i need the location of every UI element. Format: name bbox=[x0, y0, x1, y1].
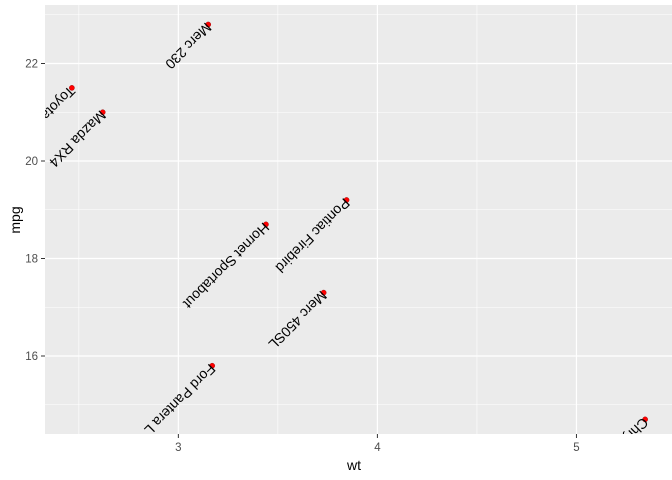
x-tick-label: 4 bbox=[374, 442, 381, 454]
panel-background bbox=[45, 5, 672, 434]
x-tick-label: 5 bbox=[573, 442, 579, 454]
x-axis-title: wt bbox=[346, 457, 361, 473]
data-point bbox=[642, 416, 648, 423]
data-point bbox=[99, 109, 106, 116]
data-points bbox=[69, 21, 648, 423]
y-axis-title: mpg bbox=[7, 206, 23, 233]
y-axis-ticks: 16 18 20 22 bbox=[25, 59, 45, 363]
minor-gridlines bbox=[45, 5, 672, 434]
y-tick-label: 22 bbox=[25, 59, 38, 71]
data-point bbox=[343, 197, 350, 203]
y-tick-label: 18 bbox=[25, 254, 38, 266]
major-gridlines bbox=[45, 5, 672, 434]
x-tick-label: 3 bbox=[175, 442, 181, 454]
data-point bbox=[205, 21, 212, 28]
data-point bbox=[209, 362, 215, 369]
y-tick-label: 20 bbox=[25, 156, 38, 168]
data-point bbox=[263, 221, 269, 228]
x-axis-ticks: 3 4 5 bbox=[175, 434, 580, 454]
data-point bbox=[69, 85, 75, 91]
y-tick-label: 16 bbox=[25, 351, 38, 363]
data-point bbox=[320, 289, 327, 296]
